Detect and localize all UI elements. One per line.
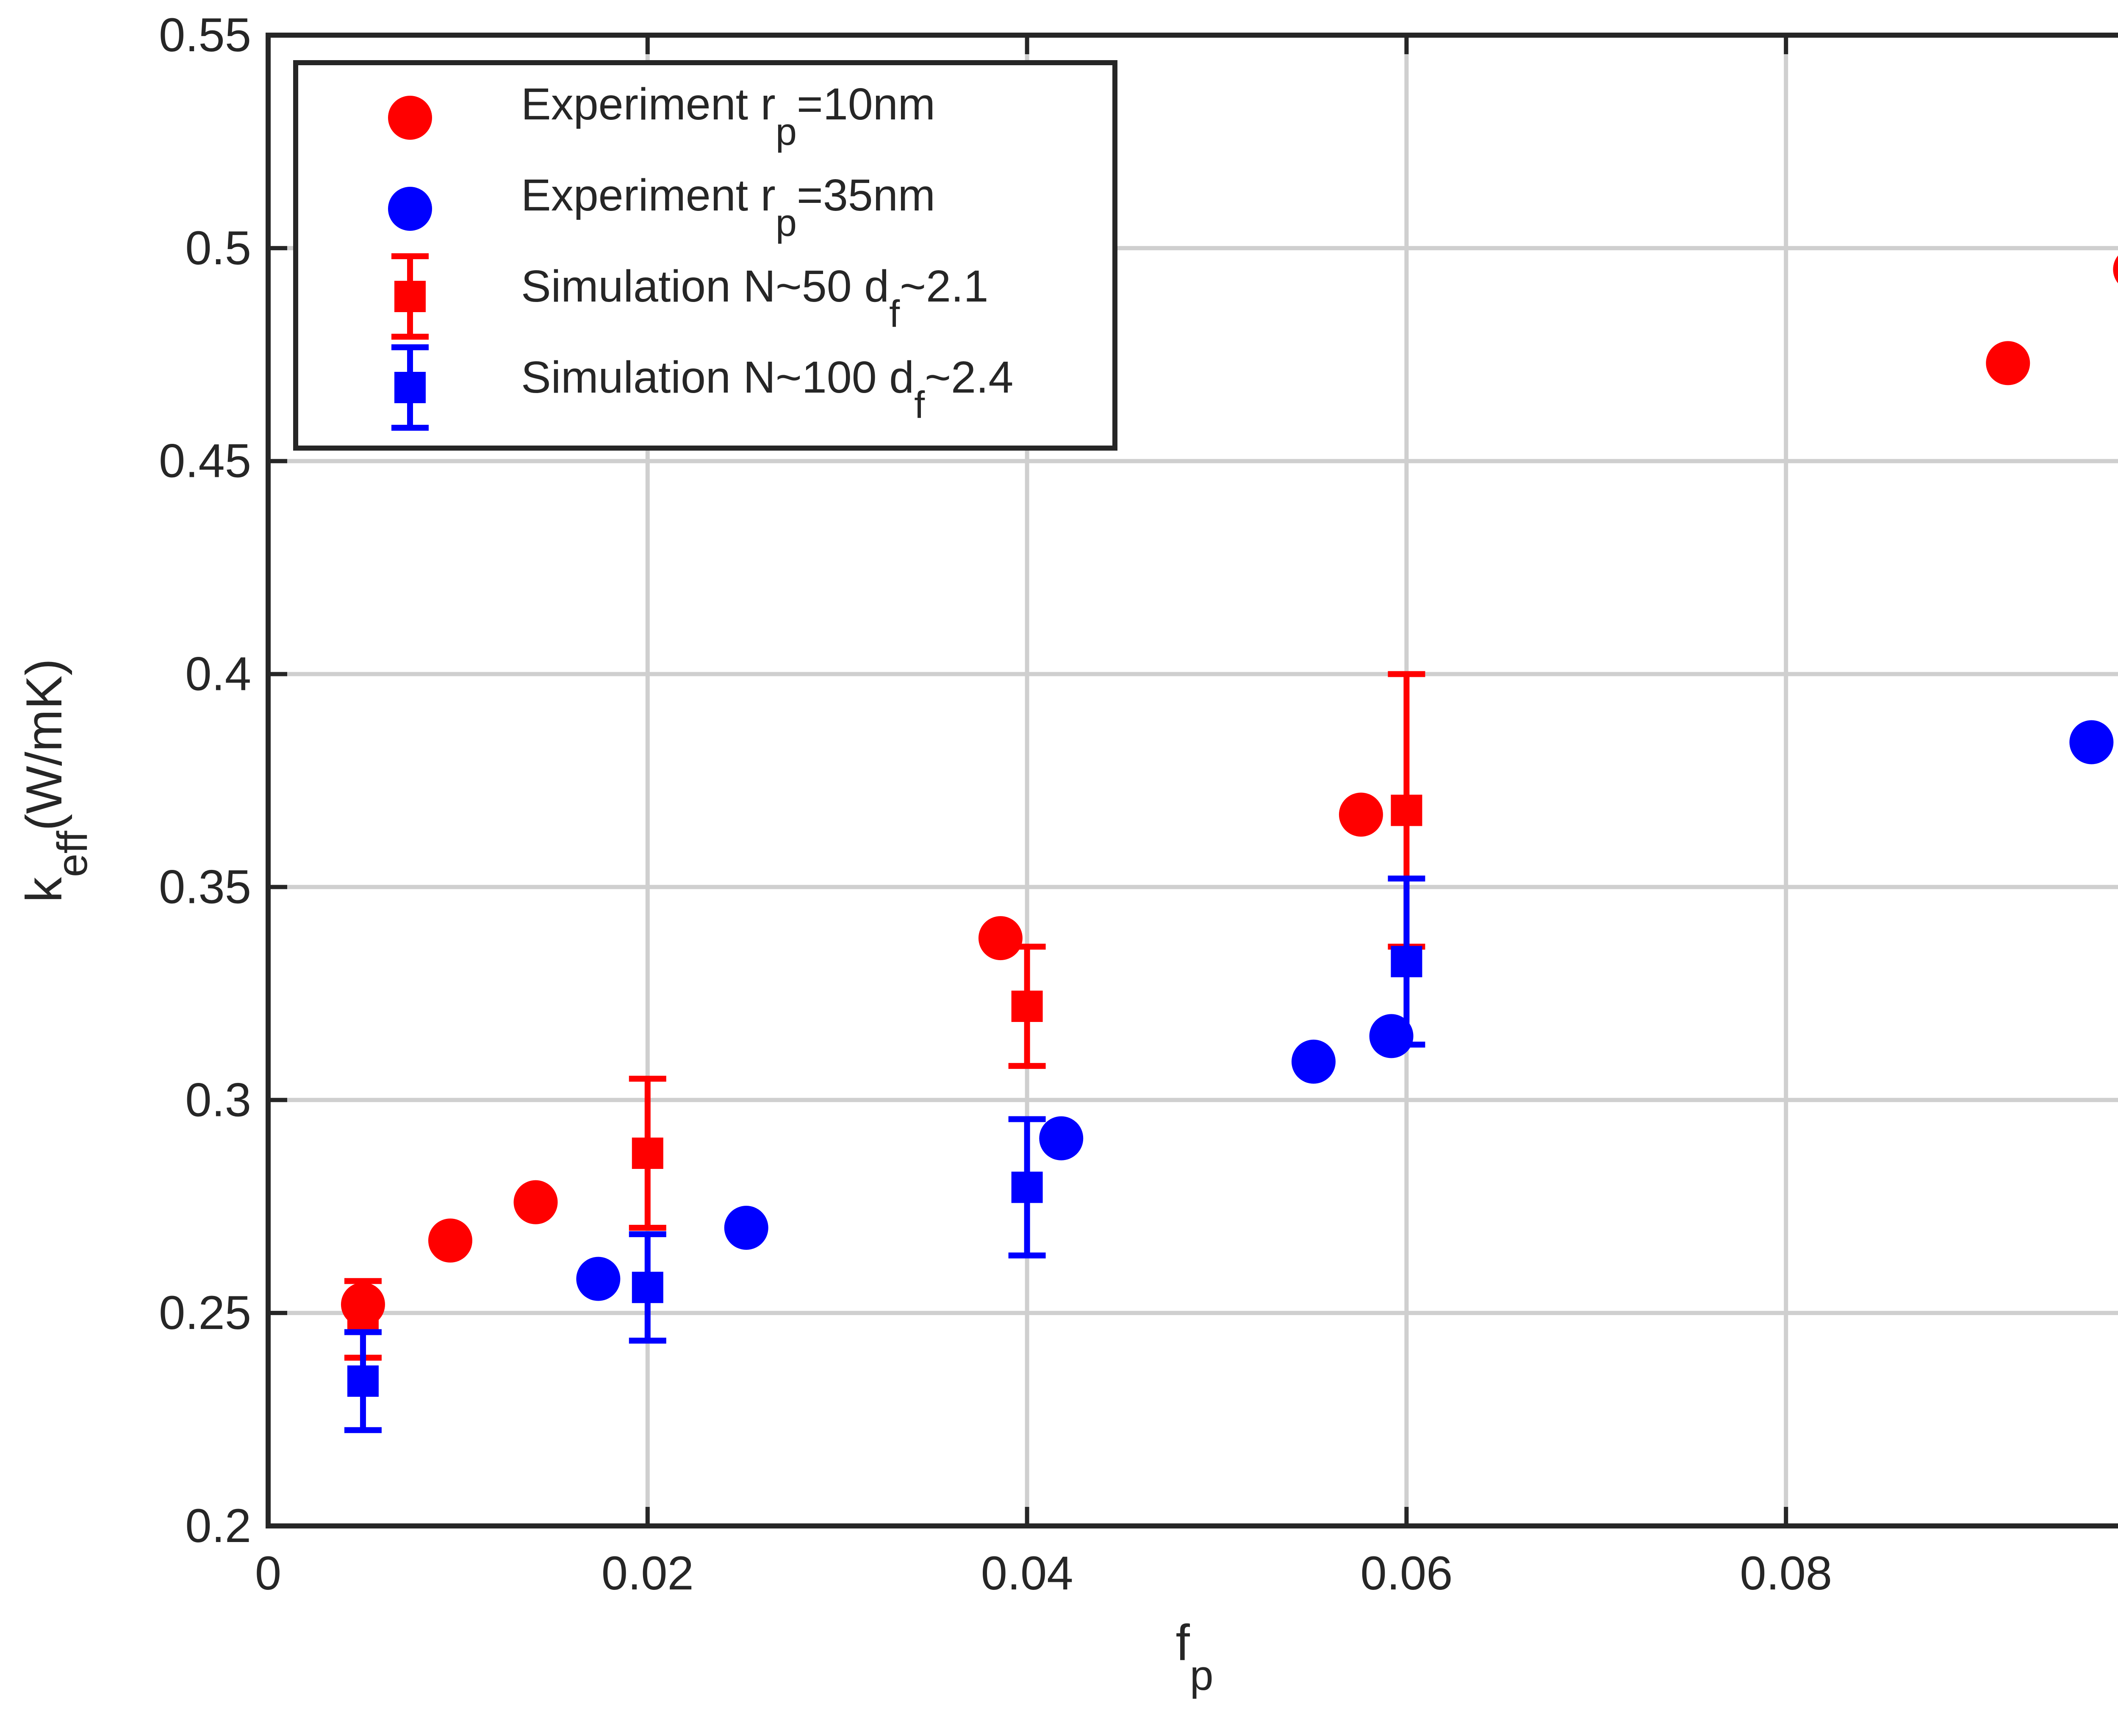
legend-label-text: Experiment r (521, 79, 776, 129)
y-tick-label: 0.3 (185, 1073, 251, 1126)
y-tick-label: 0.45 (159, 435, 251, 487)
x-tick-label: 0.04 (981, 1547, 1073, 1600)
legend-entry-2: Experiment rp=35nm (388, 170, 935, 244)
data-point-circle (1291, 1039, 1336, 1084)
data-point-circle (1039, 1116, 1084, 1160)
legend-marker-circle (388, 187, 432, 231)
x-axis-label-main: f (1176, 1614, 1190, 1671)
data-point-errorbar (629, 1076, 666, 1231)
x-tick-label: 0.02 (602, 1547, 694, 1600)
data-point-circle (724, 1206, 768, 1250)
y-tick-label: 0.2 (185, 1499, 251, 1552)
data-point-errorbar (344, 1329, 382, 1433)
plot-frame (266, 33, 2118, 1528)
legend-entry-4: Simulation N~100 df~2.4 (391, 344, 1013, 431)
series-2 (576, 720, 2114, 1301)
data-point-circle (576, 1257, 621, 1301)
legend-label-text-tail: =10nm (797, 79, 935, 129)
errorbar-square-marker (1011, 1171, 1043, 1203)
errorbar-square-marker (1391, 795, 1422, 826)
x-axis-label: fp (1176, 1614, 1214, 1699)
series-4 (344, 875, 1425, 1433)
data-point-errorbar (1008, 944, 1046, 1069)
legend-entry-1: Experiment rp=10nm (388, 79, 935, 153)
legend-box (293, 60, 1117, 451)
legend-label-text: Simulation N~100 d (521, 352, 914, 402)
legend-marker-circle (388, 96, 432, 140)
errorbar-square-marker (1011, 991, 1043, 1022)
legend-label-subscript: p (776, 202, 797, 244)
data-point-errorbar (1388, 875, 1425, 1048)
legend-label: Simulation N~100 df~2.4 (521, 352, 1013, 426)
data-point-circle (1339, 792, 1383, 837)
legend-label: Simulation N~50 df~2.1 (521, 261, 988, 335)
y-tick-label: 0.35 (159, 860, 251, 913)
errorbar-square-marker (347, 1365, 379, 1397)
legend-label-subscript: p (776, 111, 797, 153)
errorbar-square-marker (1391, 946, 1422, 977)
x-axis-label-sub: p (1190, 1652, 1214, 1699)
legend-label-text: Simulation N~50 d (521, 261, 889, 311)
legend-marker-errorbar (391, 253, 429, 340)
y-axis-label-main: k (16, 877, 72, 903)
legend-marker-errorbar (391, 344, 429, 431)
legend-label-text-tail: ~2.4 (925, 352, 1013, 402)
legend-entry-3: Simulation N~50 df~2.1 (391, 253, 988, 340)
legend-label-text-tail: ~2.1 (900, 261, 988, 311)
errorbar-square-marker (632, 1271, 663, 1303)
errorbar-square-marker (394, 372, 426, 403)
legend-label: Experiment rp=35nm (521, 170, 935, 244)
axis-labels: fp keff(W/mK) (16, 659, 1213, 1699)
data-point-errorbar (1008, 1116, 1046, 1259)
legend-label-text: Experiment r (521, 170, 776, 220)
y-axis-label-tail: (W/mK) (16, 659, 72, 831)
errorbar-square-marker (394, 281, 426, 312)
legend-label: Experiment rp=10nm (521, 79, 935, 153)
data-point-circle (1986, 341, 2030, 385)
data-point-errorbar (629, 1231, 666, 1344)
y-axis-label: keff(W/mK) (16, 659, 96, 903)
legend-label-subscript: f (889, 293, 900, 335)
x-tick-label: 0.08 (1740, 1547, 1832, 1600)
data-point-circle (2069, 720, 2114, 764)
y-tick-label: 0.55 (159, 8, 251, 61)
legend-label-subscript: f (914, 384, 925, 426)
legend-label-text-tail: =35nm (797, 170, 935, 220)
data-point-circle (428, 1218, 472, 1263)
data-layer (341, 255, 2118, 1433)
errorbar-square-marker (632, 1138, 663, 1169)
y-tick-label: 0.4 (185, 648, 251, 700)
x-tick-label: 0 (255, 1547, 281, 1600)
data-point-circle (978, 916, 1023, 961)
y-tick-label: 0.5 (185, 221, 251, 274)
x-tick-label: 0.06 (1360, 1547, 1453, 1600)
tick-layer: 00.020.040.060.080.10.20.250.30.350.40.4… (159, 8, 1832, 1600)
y-axis-label-sub: eff (49, 831, 96, 877)
data-point-circle (2113, 255, 2118, 283)
data-point-circle (513, 1180, 558, 1224)
y-tick-label: 0.25 (159, 1286, 251, 1339)
